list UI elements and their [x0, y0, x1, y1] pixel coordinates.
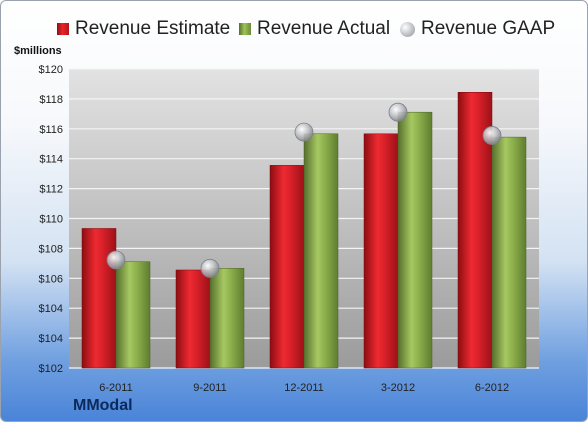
x-tick-label: 9-2011	[193, 382, 226, 394]
y-tick-label: $118	[39, 94, 63, 106]
bar-revenue-estimate	[175, 269, 211, 369]
marker-revenue-gaap	[294, 122, 314, 142]
y-axis-ticks: $102 $104 $104 $106 $108 $110 $112 $114 $116 $118…	[39, 64, 63, 375]
bar-revenue-actual	[491, 136, 527, 369]
legend: Revenue Estimate Revenue Actual Revenue …	[1, 15, 587, 43]
legend-label-revenue-estimate: Revenue Estimate	[75, 18, 231, 39]
legend-swatch-revenue-estimate	[57, 23, 69, 35]
y-tick-label: $114	[39, 154, 63, 166]
x-tick-label: 3-2012	[381, 382, 415, 394]
y-tick-label: $108	[39, 243, 63, 255]
y-tick-label: $104	[39, 333, 63, 345]
bar-revenue-actual	[303, 133, 339, 369]
y-axis-label: $millions	[14, 45, 62, 57]
gaap-markers	[106, 102, 502, 278]
marker-revenue-gaap	[200, 258, 220, 278]
bar-revenue-actual	[209, 268, 245, 369]
x-tick-label: 12-2011	[284, 382, 324, 394]
bar-revenue-estimate	[269, 165, 305, 369]
y-tick-label: $116	[39, 124, 63, 136]
marker-revenue-gaap	[482, 126, 502, 145]
y-tick-label: $102	[39, 363, 63, 375]
legend-label-revenue-actual: Revenue Actual	[257, 18, 391, 39]
y-tick-label: $112	[39, 184, 63, 196]
y-tick-label: $120	[39, 64, 63, 76]
bar-revenue-actual	[397, 111, 433, 369]
x-tick-label: 6-2012	[475, 382, 509, 394]
legend-swatch-revenue-actual	[239, 23, 251, 35]
y-tick-label: $110	[39, 214, 63, 226]
legend-label-revenue-gaap: Revenue GAAP	[421, 18, 556, 39]
bars	[81, 92, 527, 369]
company-name: MModal	[73, 397, 133, 414]
legend-swatch-revenue-gaap	[400, 21, 415, 37]
marker-revenue-gaap	[106, 250, 126, 270]
legend-item-revenue-estimate: Revenue Estimate	[57, 15, 230, 43]
x-axis-ticks: 6-2011 9-2011 12-2011 3-2012 6-2012	[99, 382, 509, 394]
y-tick-label: $106	[39, 273, 63, 285]
marker-revenue-gaap	[388, 102, 408, 122]
bar-revenue-estimate	[363, 133, 399, 369]
legend-item-revenue-actual: Revenue Actual	[239, 15, 390, 43]
bar-revenue-actual	[115, 261, 151, 369]
legend-item-revenue-gaap: Revenue GAAP	[400, 15, 555, 43]
y-tick-label: $104	[39, 303, 63, 315]
x-tick-label: 6-2011	[99, 382, 132, 394]
bar-revenue-estimate	[81, 228, 117, 369]
